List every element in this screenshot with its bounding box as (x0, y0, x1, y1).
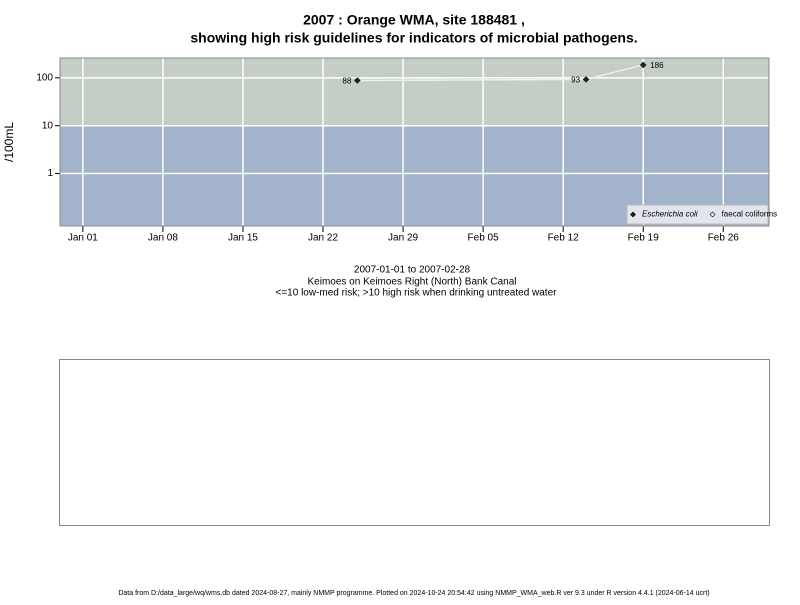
data-label: 186 (650, 61, 664, 70)
x-tick-label: Feb 19 (628, 233, 660, 244)
legend-box (626, 204, 769, 225)
x-tick-label: Feb 05 (468, 233, 500, 244)
chart-subtitle: showing high risk guidelines for indicat… (190, 30, 637, 46)
data-label: 93 (571, 75, 580, 84)
legend-marker (709, 211, 716, 218)
x-tick-label: Feb 26 (708, 233, 740, 244)
x-tick-label: Jan 08 (148, 233, 178, 244)
annotation: Keimoes on Keimoes Right (North) Bank Ca… (308, 277, 517, 288)
y-tick-label: 10 (42, 120, 54, 131)
x-tick-label: Jan 29 (388, 233, 418, 244)
annotation: <=10 low-med risk; >10 high risk when dr… (276, 288, 558, 299)
data-point (639, 61, 647, 69)
high-risk-band (60, 58, 769, 126)
data-point (353, 77, 361, 84)
plot-area: 1 10 100 Jan 01 Jan 08 Jan 15 Jan 22 Jan 29 Feb … (36, 57, 778, 244)
plot-frame (59, 57, 770, 227)
annotation: 2007-01-01 to 2007-02-28 (354, 265, 471, 276)
data-label: 88 (342, 77, 351, 86)
x-tick-label: Jan 15 (228, 233, 258, 244)
legend-label: faecal coliforms (722, 210, 778, 219)
x-tick-label: Feb 12 (548, 233, 580, 244)
y-tick-label: 1 (47, 168, 53, 179)
y-tick-label: 100 (36, 72, 53, 83)
x-tick-label: Jan 22 (308, 233, 338, 244)
x-tick-label: Jan 01 (68, 233, 98, 244)
legend-marker (630, 211, 636, 218)
legend-label: Escherichia coli (642, 210, 698, 219)
empty-panel (59, 359, 770, 526)
y-axis-label: /100mL (2, 122, 16, 162)
data-point (582, 76, 590, 83)
footer: Data from D:/data_large/wq/wms.db dated … (118, 590, 709, 597)
chart-title: 2007 : Orange WMA, site 188481 , (303, 12, 525, 28)
